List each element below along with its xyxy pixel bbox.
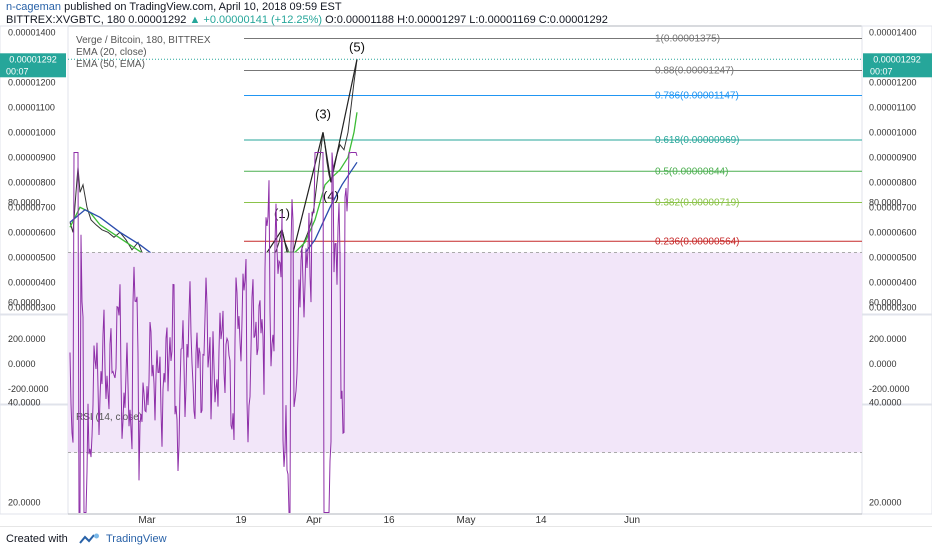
price-tick-label-left: 0.00000300 (8, 302, 56, 312)
price-badge-right (863, 53, 932, 78)
time-tick-label: Jun (624, 515, 640, 526)
rsi-tick-label-right: 20.0000 (869, 498, 902, 508)
price-badge-countdown-left: 00:07 (6, 66, 29, 76)
rsi-line (69, 151, 358, 513)
legend-ema20[interactable]: EMA (20, close) (76, 47, 147, 58)
cci-tick-label-right: -200.0000 (869, 384, 910, 394)
tradingview-logo-icon[interactable] (79, 532, 101, 546)
price-badge-countdown-right: 00:07 (870, 66, 893, 76)
rsi-tick-label-right: 60.0000 (869, 298, 902, 308)
right-price-axis (861, 25, 932, 315)
last-price: 0.00001292 (128, 14, 187, 26)
elliott-wave-label: (1) (274, 206, 290, 221)
tradingview-brand-link[interactable]: TradingView (106, 533, 167, 545)
price-tick-label-right: 0.00001000 (869, 127, 917, 137)
elliott-wave-line (233, 59, 358, 303)
price-tick-label-right: 0.00001100 (869, 102, 916, 112)
up-arrow-icon: ▲ (189, 14, 201, 26)
price-change: +0.00000141 (+12.25%) (203, 14, 323, 26)
rsi-tick-label-right: 40.0000 (869, 398, 902, 408)
time-tick-label: 19 (235, 515, 247, 526)
price-tick-label-left: 0.00000700 (8, 202, 56, 212)
time-tick-label: May (457, 515, 476, 526)
price-tick-label-right: 0.00000600 (869, 227, 917, 237)
elliott-wave-label: (4) (323, 188, 339, 203)
ohlc-values: O:0.00001188 H:0.00001297 L:0.00001169 C… (325, 14, 608, 26)
rsi-tick-label-right: 80.0000 (869, 198, 902, 208)
price-tick-label-left: 0.00000800 (8, 177, 56, 187)
rsi-tick-label-left: 60.0000 (8, 298, 41, 308)
cci-tick-label-left: -200.0000 (8, 384, 49, 394)
legend-title[interactable]: Verge / Bitcoin, 180, BITTREX (76, 35, 211, 46)
cci-tick-label-left: 0.0000 (8, 359, 36, 369)
fib-level-label: 0.382(0.00000719) (655, 198, 740, 209)
fib-level-label: 0.5(0.00000844) (655, 166, 728, 177)
right-price-axis (861, 404, 932, 515)
elliott-wave-label: (5) (349, 39, 365, 54)
rsi-tick-label-left: 40.0000 (8, 398, 41, 408)
author-link[interactable]: n-cageman (6, 1, 62, 13)
price-badge-left (0, 53, 66, 78)
cci-tick-label-left: 200.0000 (8, 334, 46, 344)
left-price-axis (0, 404, 69, 515)
fib-level-label: 0.786(0.00001147) (655, 91, 739, 102)
price-badge-value-right: 0.00001292 (873, 54, 921, 64)
time-tick-label: Apr (306, 515, 322, 526)
fib-level-label: 0.88(0.00001247) (655, 66, 734, 77)
time-tick-label: Mar (138, 515, 156, 526)
fib-level-label: 0.236(0.00000564) (655, 236, 740, 247)
chart-header: n-cageman published on TradingView.com, … (0, 0, 932, 30)
legend-ema50[interactable]: EMA (50, EMA) (76, 59, 145, 70)
price-tick-label-left: 0.00000500 (8, 252, 56, 262)
symbol-line: BITTREX:XVGBTC, 180 0.00001292 ▲ +0.0000… (6, 14, 608, 26)
footer-bar: Created with TradingView (0, 526, 932, 551)
chart-canvas: 0.000014000.000014000.000013000.00001300… (0, 25, 932, 526)
price-tick-label-right: 0.00000300 (869, 302, 917, 312)
symbol-label: BITTREX:XVGBTC, 180 (6, 14, 126, 26)
rsi-tick-label-left: 80.0000 (8, 198, 41, 208)
price-tick-label-left: 0.00001400 (8, 27, 56, 37)
price-tick-label-left: 0.00001100 (8, 102, 55, 112)
price-tick-label-left: 0.00000400 (8, 277, 56, 287)
price-tick-label-right: 0.00000500 (869, 252, 917, 262)
created-with-text: Created with (6, 533, 68, 545)
elliott-wave-label: (3) (315, 106, 331, 121)
cci-tick-label-right: 0.0000 (869, 359, 897, 369)
price-tick-label-left: 0.00000900 (8, 152, 56, 162)
price-tick-label-right: 0.00000800 (869, 177, 917, 187)
price-tick-label-right: 0.00001200 (869, 77, 917, 87)
left-price-axis (0, 25, 69, 315)
publish-line: n-cageman published on TradingView.com, … (6, 1, 342, 13)
time-tick-label: 14 (535, 515, 547, 526)
fib-level-label: 0.618(0.00000969) (655, 135, 740, 146)
price-tick-label-right: 0.00000400 (869, 277, 917, 287)
price-tick-label-left: 0.00000600 (8, 227, 56, 237)
price-tick-label-left: 0.00001200 (8, 77, 56, 87)
time-tick-label: 16 (383, 515, 395, 526)
fib-level-label: 1(0.00001375) (655, 34, 720, 45)
price-tick-label-left: 0.00001000 (8, 127, 56, 137)
price-badge-value-left: 0.00001292 (9, 54, 57, 64)
cci-tick-label-right: 200.0000 (869, 334, 907, 344)
price-tick-label-right: 0.00001400 (869, 27, 917, 37)
published-text: published on TradingView.com, April 10, … (64, 1, 342, 13)
rsi-title: RSI (14, close) (76, 412, 142, 423)
price-tick-label-right: 0.00000700 (869, 202, 917, 212)
price-tick-label-right: 0.00000900 (869, 152, 917, 162)
rsi-tick-label-left: 20.0000 (8, 498, 41, 508)
